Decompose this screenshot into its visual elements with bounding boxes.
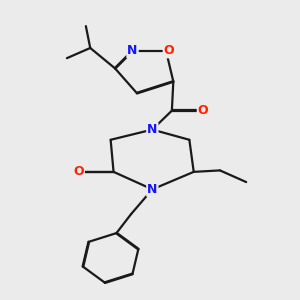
Text: N: N [127, 44, 138, 57]
Text: N: N [147, 123, 158, 136]
Text: O: O [164, 44, 174, 57]
Text: O: O [198, 104, 208, 117]
Text: N: N [147, 183, 158, 196]
Text: O: O [73, 165, 84, 178]
